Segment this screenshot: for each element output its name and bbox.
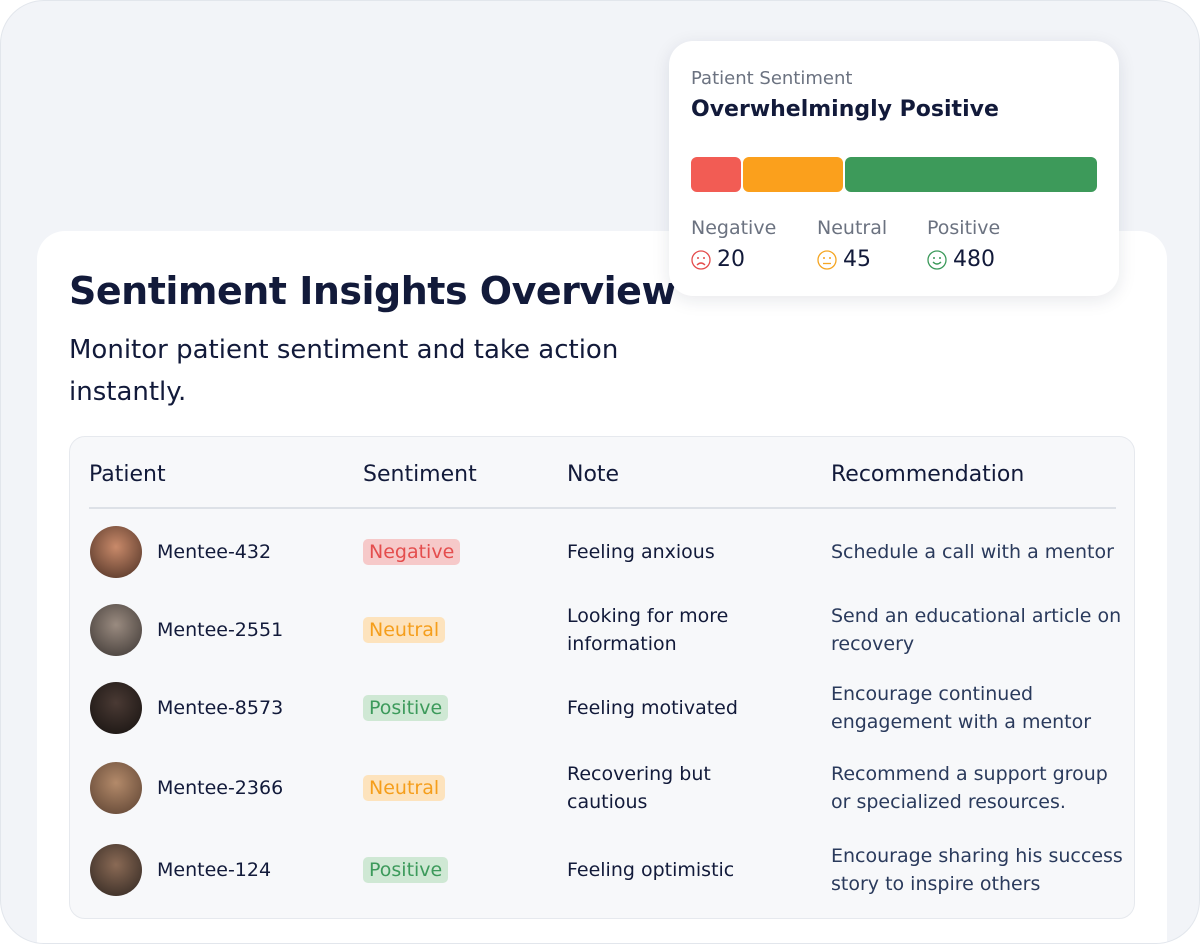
avatar	[90, 526, 142, 578]
column-header: Sentiment	[363, 462, 477, 487]
count-value: 480	[953, 247, 995, 272]
patient-name: Mentee-124	[157, 859, 272, 881]
avatar	[90, 682, 142, 734]
patient-name: Mentee-8573	[157, 697, 284, 719]
count-value: 20	[717, 247, 745, 272]
note: Looking for more information	[567, 605, 729, 655]
avatar	[90, 844, 142, 896]
sentiment-pill: Positive	[363, 695, 449, 721]
sentiment-cell: Neutral	[363, 616, 446, 644]
note: Recovering but cautious	[567, 763, 711, 813]
sentiment-pill: Neutral	[363, 617, 446, 643]
sentiment-pill: Negative	[363, 539, 461, 565]
table-row: Mentee-124 Positive Feeling optimistic Enco…	[70, 835, 1134, 905]
patient-name: Mentee-2366	[157, 777, 284, 799]
card-label: Patient Sentiment	[691, 68, 853, 89]
note: Feeling anxious	[567, 541, 715, 563]
avatar	[90, 604, 142, 656]
face-icon	[817, 249, 837, 270]
recommendation: Send an educational article on recovery	[831, 605, 1122, 655]
sentiment-cell: Neutral	[363, 774, 446, 802]
stat: Positive 480	[927, 217, 1000, 272]
stat-count: 20	[691, 247, 776, 272]
face-icon	[691, 249, 711, 270]
sentiment-cell: Positive	[363, 694, 449, 722]
table-row: Mentee-2551 Neutral Looking for more infor…	[70, 595, 1134, 665]
table-row: Mentee-2366 Neutral Recovering but cautiou…	[70, 753, 1134, 823]
patient-name: Mentee-432	[157, 541, 272, 563]
stat-count: 45	[817, 247, 887, 272]
stat-label: Negative	[691, 217, 777, 239]
column-header: Recommendation	[831, 462, 1025, 487]
title: Sentiment Insights Overview	[69, 269, 677, 313]
recommendation: Encourage continued engagement with a me…	[831, 683, 1092, 733]
stat-count: 480	[927, 247, 1000, 272]
avatar	[90, 762, 142, 814]
bar-segment	[845, 157, 1097, 192]
recommendation: Recommend a support group or specialized…	[831, 763, 1108, 813]
subtitle: Monitor patient sentiment and take actio…	[69, 335, 619, 407]
column-header: Patient	[89, 462, 166, 487]
note: Feeling optimistic	[567, 859, 735, 881]
stat-label: Positive	[927, 217, 1001, 239]
table: Patient Sentiment Note Recommendation Mentee…	[69, 436, 1135, 919]
column-header: Note	[567, 462, 620, 487]
recommendation: Encourage sharing his success story to i…	[831, 845, 1123, 895]
recommendation: Schedule a call with a mentor	[831, 541, 1114, 563]
count-value: 45	[843, 247, 871, 272]
table-row: Mentee-432 Negative Feeling anxious Schedul…	[70, 517, 1134, 587]
card-headline: Overwhelmingly Positive	[691, 97, 999, 122]
bar-segment	[691, 157, 741, 192]
patient-name: Mentee-2551	[157, 619, 284, 641]
sentiment-card: Patient Sentiment Overwhelmingly Positiv…	[669, 41, 1119, 296]
sentiment-cell: Negative	[363, 538, 461, 566]
sentiment-pill: Neutral	[363, 775, 446, 801]
header-divider	[89, 507, 1116, 509]
stat: Neutral 45	[817, 217, 887, 272]
stat: Negative 20	[691, 217, 776, 272]
note: Feeling motivated	[567, 697, 738, 719]
face-icon	[927, 249, 947, 270]
sentiment-pill: Positive	[363, 857, 449, 883]
stat-label: Neutral	[817, 217, 888, 239]
sentiment-cell: Positive	[363, 856, 449, 884]
table-row: Mentee-8573 Positive Feeling motivated Enco…	[70, 673, 1134, 743]
bar-segment	[743, 157, 843, 192]
